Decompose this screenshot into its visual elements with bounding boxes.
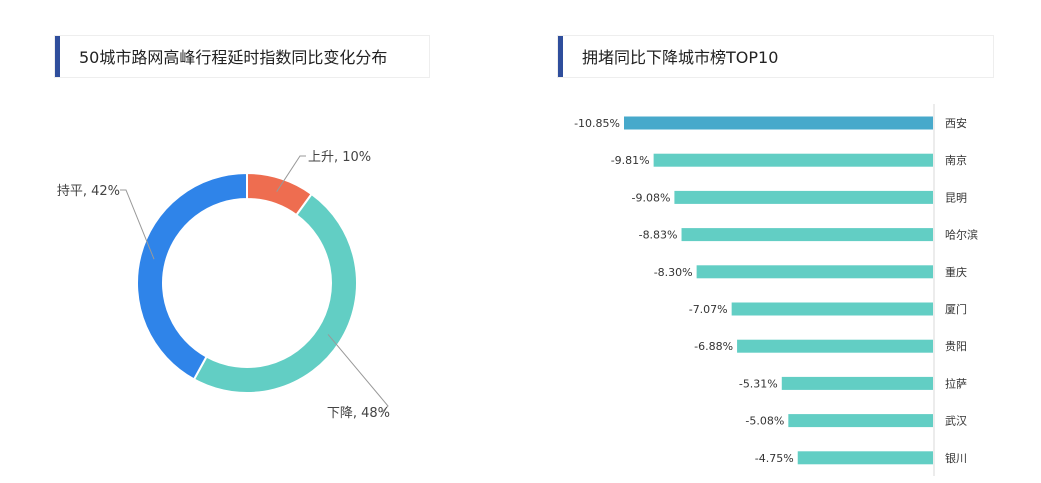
bar-category-label: 武汉 [945, 415, 967, 428]
pie-leader-line [120, 189, 155, 260]
bar-value-label: -6.88% [694, 340, 733, 353]
bar-西安 [624, 116, 933, 130]
bar-category-label: 昆明 [945, 191, 967, 204]
bar-category-label: 西安 [945, 116, 967, 130]
bar-category-label: 南京 [945, 153, 967, 167]
pie-label-持平: 持平, 42% [57, 184, 120, 199]
bar-value-label: -5.08% [745, 415, 784, 428]
bar-哈尔滨 [681, 228, 933, 242]
pie-chart-title: 50城市路网高峰行程延时指数同比变化分布 [79, 48, 388, 67]
bar-category-label: 拉萨 [945, 376, 967, 390]
bar-category-label: 贵阳 [945, 340, 967, 353]
bar-category-label: 银川 [945, 451, 967, 465]
bar-value-label: -5.31% [739, 377, 778, 390]
bar-value-label: -9.08% [631, 191, 670, 204]
bar-value-label: -8.83% [639, 229, 678, 242]
bar-厦门 [731, 302, 933, 316]
pie-slice-持平 [136, 171, 248, 381]
bar-value-label: -4.75% [755, 452, 794, 465]
bar-chart-title: 拥堵同比下降城市榜TOP10 [582, 48, 779, 67]
bar-武汉 [788, 414, 933, 428]
pie-label-上升: 上升, 10% [308, 150, 371, 165]
bar-value-label: -9.81% [611, 154, 650, 167]
bar-银川 [797, 451, 933, 465]
bar-重庆 [696, 265, 933, 279]
title-accent-bar [55, 36, 60, 77]
pie-panel-title: 50城市路网高峰行程延时指数同比变化分布 [54, 35, 430, 78]
bar-贵阳 [737, 339, 933, 353]
title-accent-bar [558, 36, 563, 77]
bar-拉萨 [781, 376, 933, 390]
bar-category-label: 哈尔滨 [945, 228, 978, 242]
bar-value-label: -10.85% [574, 117, 620, 130]
bar-南京 [653, 153, 933, 167]
pie-leader-line [327, 334, 389, 413]
pie-leader-line [276, 155, 306, 192]
bar-category-label: 厦门 [945, 302, 967, 316]
bar-昆明 [674, 190, 933, 204]
bar-category-label: 重庆 [945, 265, 967, 279]
pie-label-下降: 下降, 48% [327, 406, 390, 421]
pie-slice-下降 [192, 192, 358, 394]
bar-value-label: -8.30% [654, 266, 693, 279]
bar-panel-title: 拥堵同比下降城市榜TOP10 [557, 35, 994, 78]
bar-value-label: -7.07% [689, 303, 728, 316]
